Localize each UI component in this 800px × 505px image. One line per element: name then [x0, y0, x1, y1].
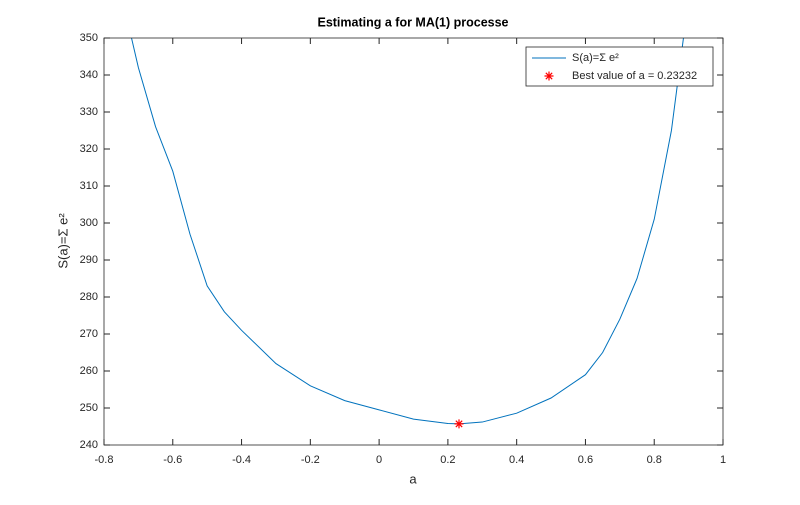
x-tick-label: 0.2	[440, 454, 455, 466]
y-tick-label: 280	[80, 291, 98, 303]
x-tick-label: 0.8	[647, 454, 662, 466]
x-tick-label: 0.4	[509, 454, 524, 466]
y-tick-label: 260	[80, 365, 98, 377]
legend-label: Best value of a = 0.23232	[572, 70, 697, 82]
legend-marker	[544, 71, 554, 81]
axes-box	[103, 37, 724, 446]
y-tick-label: 290	[80, 254, 98, 266]
curve	[131, 38, 684, 425]
chart-title: Estimating a for MA(1) processe	[317, 15, 508, 29]
y-tick-label: 320	[80, 143, 98, 155]
x-tick-label: -0.2	[301, 454, 320, 466]
x-tick-label: 0	[376, 454, 382, 466]
legend-box	[525, 46, 714, 87]
plot-layer	[131, 38, 684, 425]
best-point	[454, 419, 464, 429]
y-tick-label: 240	[80, 439, 98, 451]
y-axis-label: S(a)=Σ e²	[55, 213, 70, 269]
x-tick-label: -0.4	[232, 454, 251, 466]
x-tick-label: -0.6	[163, 454, 182, 466]
y-tick-label: 350	[80, 32, 98, 44]
y-tick-label: 250	[80, 402, 98, 414]
x-tick-label: 1	[720, 454, 726, 466]
x-axis-label: a	[409, 471, 417, 486]
y-tick-label: 310	[80, 180, 98, 192]
x-tick-label: -0.8	[95, 454, 114, 466]
y-tick-label: 330	[80, 106, 98, 118]
x-tick-label: 0.6	[578, 454, 593, 466]
y-tick-label: 300	[80, 217, 98, 229]
plot-area	[104, 38, 723, 445]
y-tick-label: 270	[80, 328, 98, 340]
legend-label: S(a)=Σ e²	[572, 52, 619, 64]
y-tick-label: 340	[80, 69, 98, 81]
